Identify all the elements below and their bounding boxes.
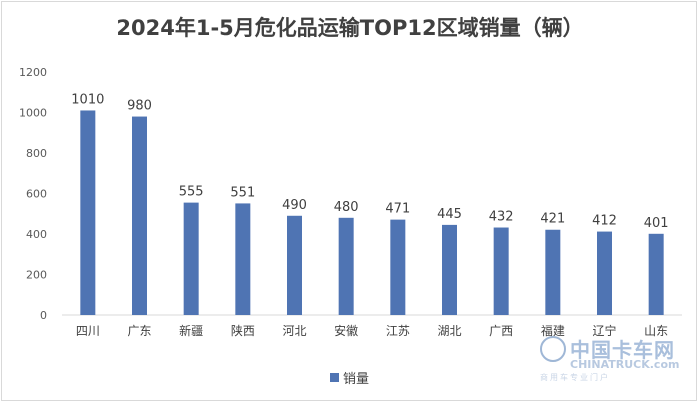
data-label: 445 [437,207,462,222]
bar [235,203,251,315]
legend-label: 销量 [343,372,370,387]
x-tick-label: 广西 [489,324,513,338]
data-label: 401 [644,216,669,231]
bar [80,110,96,315]
bar [390,219,406,315]
bar [545,229,561,315]
x-tick-label: 辽宁 [592,323,616,338]
data-label: 421 [540,212,565,227]
bar [132,116,147,315]
y-tick-label: 1000 [19,107,47,120]
x-tick-label: 江苏 [386,324,410,338]
y-tick-label: 0 [40,309,47,322]
legend: 销量 [330,368,369,387]
data-label: 1010 [71,92,104,107]
data-label: 555 [179,185,204,200]
data-label: 980 [127,99,152,114]
y-tick-label: 400 [26,228,47,241]
legend-swatch [330,373,339,382]
data-label: 490 [282,198,307,213]
bar [338,217,354,315]
data-label: 471 [385,202,410,217]
data-label: 480 [334,200,359,215]
x-tick-label: 四川 [76,324,100,338]
y-tick-label: 1200 [19,66,47,79]
x-tick-label: 福建 [541,323,565,338]
watermark-brand-en: CHINATRUCK.com [570,358,679,371]
data-label: 432 [489,210,514,225]
bar [183,202,199,315]
x-tick-label: 广东 [127,324,151,338]
bar [493,227,509,315]
watermark-tagline: 商用车专业门户 [540,373,610,382]
bar [287,215,302,315]
watermark-brand-en-text: CHINATRUCK [570,358,650,371]
watermark-brand-cn: 中国卡车网 [570,338,675,362]
x-tick-label: 安徽 [334,323,358,338]
y-tick-label: 200 [26,269,47,282]
x-tick-label: 新疆 [179,323,203,338]
bar [442,224,457,315]
watermark-domain-suffix: .com [649,358,680,371]
x-tick-label: 河北 [282,324,306,338]
y-tick-label: 800 [26,147,47,160]
x-tick-label: 湖北 [437,323,461,338]
watermark-logo-icon [540,336,566,362]
chart-title: 2024年1-5月危化品运输TOP12区域销量（辆） [116,16,584,40]
data-label: 551 [230,185,255,200]
watermark: 中国卡车网 CHINATRUCK.com 商用车专业门户 [540,334,690,386]
bar [648,233,664,315]
data-label: 412 [592,214,617,229]
x-tick-label: 陕西 [231,323,255,338]
x-tick-label: 山东 [644,324,668,338]
bar [597,231,612,315]
y-tick-label: 600 [26,188,47,201]
